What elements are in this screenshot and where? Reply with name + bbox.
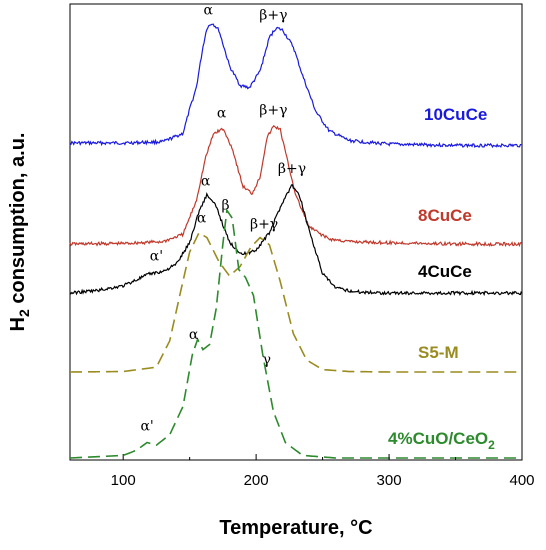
series-layer: α β+γ 10CuCe α β+γ 8CuCe α' α β+γ 4CuCe α β+γ S5-M α'… [69,3,522,459]
plot-frame [69,3,523,461]
peak-annotation: α [204,3,214,19]
x-ticks: 100 200 300 400 [111,454,535,489]
series-label: S5-M [418,343,459,362]
x-tick-label: 200 [244,472,269,489]
peak-annotation: β+γ [250,217,278,233]
peak-annotation: γ [263,352,271,368]
peak-annotation: α' [150,249,163,265]
series-label-text: 8CuCe [418,206,472,225]
peak-annotation: α [189,327,199,343]
x-tick-label: 400 [509,472,534,489]
series-label: 4%CuO/CeO2 [388,429,495,452]
series-label: 4CuCe [418,262,472,281]
peak-annotation: α' [140,419,153,435]
peak-annotation: α [217,105,227,121]
series-label-subscript: 2 [488,438,495,452]
series-line [69,231,522,373]
peak-annotation: β+γ [278,161,306,177]
peak-annotation: β+γ [259,8,287,24]
series-label-text: 4%CuO/CeO [388,429,488,448]
peak-annotation: α [201,173,211,189]
y-axis-title: H2 consumption, a.u. [7,133,32,332]
x-axis-title: Temperature, °C [219,517,372,539]
series-label-text: S5-M [418,343,459,362]
peak-annotation: β+γ [259,102,287,118]
series-label: 10CuCe [424,105,487,124]
y-axis-title-rest: consumption, a.u. [7,133,29,310]
x-tick-label: 100 [111,472,136,489]
series-line [69,23,522,149]
peak-annotation: α [197,210,207,226]
series-label-text: 10CuCe [424,105,487,124]
series-line [69,184,522,297]
peak-annotation: β [221,198,229,214]
series-line [69,208,522,459]
series-label: 8CuCe [418,206,472,225]
y-axis-title-main: H [7,317,29,331]
series-label-text: 4CuCe [418,262,472,281]
x-tick-label: 300 [377,472,402,489]
series-line [69,125,522,248]
y-axis-title-sub: 2 [16,309,32,317]
